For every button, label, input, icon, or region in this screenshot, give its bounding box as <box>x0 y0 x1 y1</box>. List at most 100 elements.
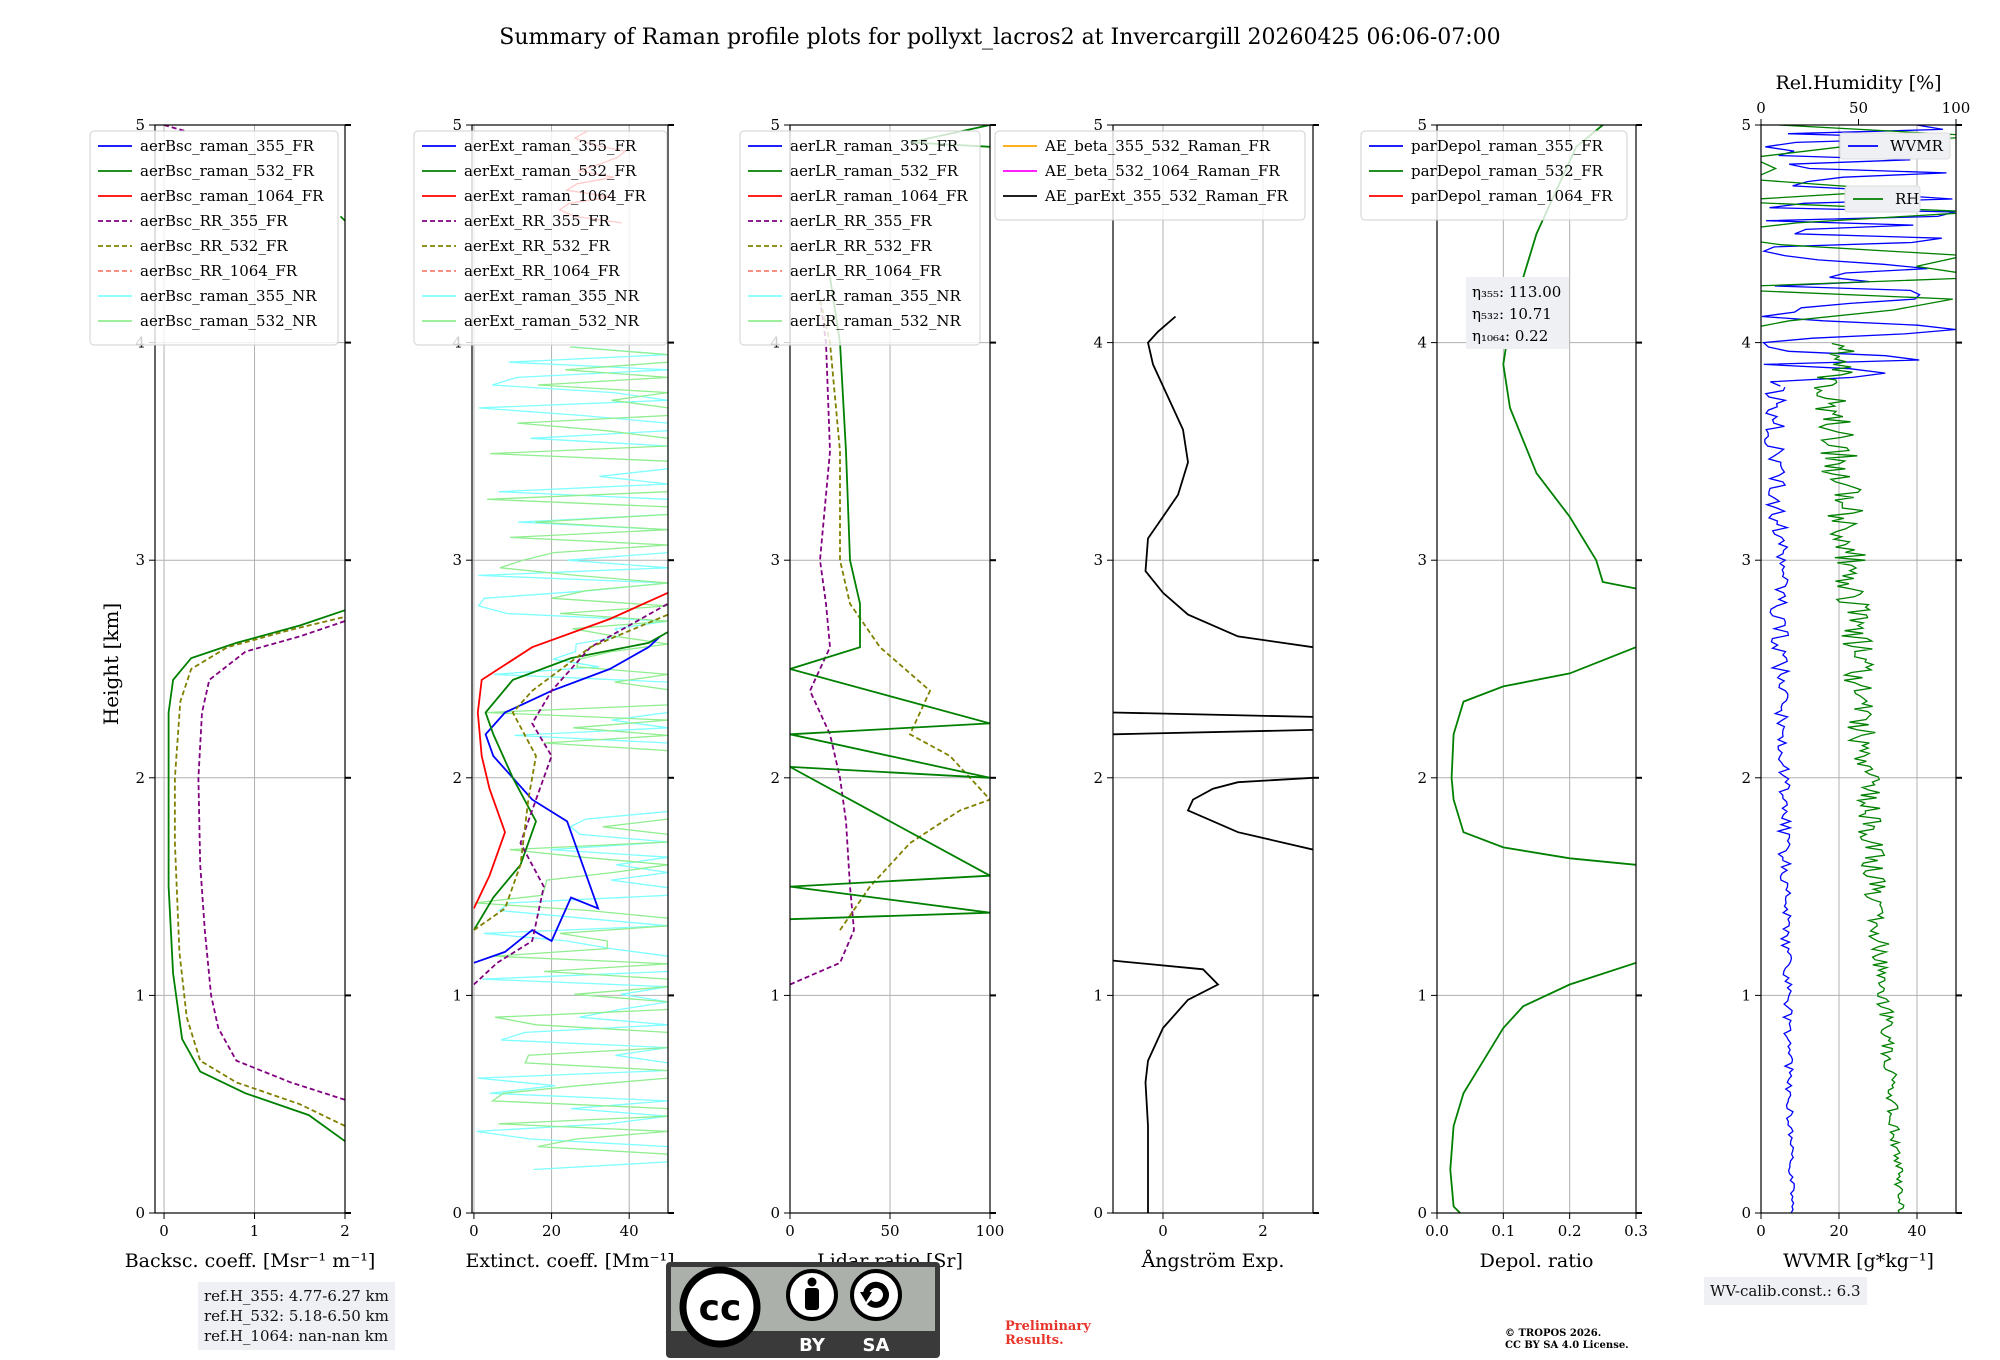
series-aerBsc_raman_532_FR <box>167 609 345 1142</box>
axes-frame <box>154 124 346 1214</box>
legend-label: aerExt_raman_1064_FR <box>464 187 646 205</box>
y-tick-label: 3 <box>135 551 145 569</box>
legend-label: AE_beta_532_1064_Raman_FR <box>1044 162 1280 180</box>
copyright-line-2: CC BY SA 4.0 License. <box>1505 1340 1629 1351</box>
x-tick-label: 0 <box>1756 1222 1766 1240</box>
legend: aerExt_raman_355_FR aerExt_raman_532_FRae… <box>413 130 668 346</box>
y-tick-label: 5 <box>135 116 145 134</box>
series-AE_segment_2 <box>1186 776 1313 851</box>
y-tick-label: 0 <box>1093 1204 1103 1222</box>
y-tick-label: 4 <box>1417 334 1427 352</box>
x-tick-label: 2 <box>1258 1222 1268 1240</box>
axes-frame <box>1112 124 1314 1214</box>
y-tick-label: 5 <box>1417 116 1427 134</box>
legend-label: RH <box>1895 190 1919 208</box>
by-label: BY <box>799 1335 826 1356</box>
legend: aerBsc_raman_355_FR aerBsc_raman_532_FRae… <box>89 130 339 346</box>
legend: parDepol_raman_355_FR parDepol_raman_532_… <box>1360 130 1628 221</box>
y-tick-label: 3 <box>1417 551 1427 569</box>
ref-height-1064: ref.H_1064: nan-nan km <box>204 1327 389 1345</box>
x-tick-label: 0 <box>469 1222 479 1240</box>
y-tick-label: 2 <box>1093 769 1103 787</box>
legend-label: aerLR_RR_355_FR <box>790 212 932 230</box>
legend-label: aerBsc_raman_1064_FR <box>140 187 324 205</box>
axes-frame <box>1436 124 1637 1214</box>
series-aerExt_RR_532_FR <box>473 613 668 931</box>
panel-depol: 0 1 2 3 4 5 0.0 0.1 0.2 0.3 Depol. ratio parDepol_r… <box>1360 116 1648 1272</box>
cc-logo-text: cc <box>699 1288 742 1329</box>
share-alike-icon <box>850 1269 902 1321</box>
x-tick-label: 0 <box>1158 1222 1168 1240</box>
preliminary-note: Preliminary Results. <box>1005 1320 1091 1348</box>
y-tick-label: 0 <box>1417 1204 1427 1222</box>
cc-logo-icon <box>679 1266 761 1348</box>
eta-value: η₅₃₂: 10.71 <box>1472 305 1552 323</box>
series-aerExt_raman_355_FR <box>473 635 661 964</box>
legend-label: aerExt_raman_355_FR <box>464 137 637 155</box>
y-tick-label: 2 <box>770 769 780 787</box>
legend-label: aerLR_RR_1064_FR <box>790 262 942 280</box>
panel-bsc: 012345012Backsc. coeff. [Msr⁻¹ m⁻¹]aerBs… <box>89 116 376 1272</box>
legend-label: parDepol_raman_1064_FR <box>1411 187 1613 205</box>
ref-height-532: ref.H_532: 5.18-6.50 km <box>204 1307 389 1325</box>
legend: WVMR <box>1839 132 1951 160</box>
legend-label: aerLR_raman_1064_FR <box>790 187 968 205</box>
legend-label: AE_beta_355_532_Raman_FR <box>1044 137 1271 155</box>
series-aerExt_raman_1064_FR <box>473 591 668 909</box>
x-tick-label: 40 <box>1907 1222 1926 1240</box>
series-WVMR_top <box>1761 125 1956 387</box>
y-tick-label: 2 <box>1741 769 1751 787</box>
x-tick-label: 0.0 <box>1425 1222 1449 1240</box>
y-tick-label: 4 <box>1741 334 1751 352</box>
series-aerBsc_RR_355_FR <box>197 620 345 1101</box>
legend-label: aerExt_RR_532_FR <box>464 237 611 255</box>
series-RH <box>1813 342 1905 1213</box>
x-tick-label: 20 <box>542 1222 561 1240</box>
series-aerExt_raman_532_FR <box>473 631 668 931</box>
series-aerExt_RR_355_FR <box>473 602 668 986</box>
series-parDepol_raman_532_FR <box>1449 961 1636 1213</box>
legend-label: parDepol_raman_532_FR <box>1411 162 1604 180</box>
x-tick-label: 50 <box>880 1222 899 1240</box>
legend-label: aerLR_raman_355_NR <box>790 287 961 305</box>
x-tick-label: 0.1 <box>1491 1222 1515 1240</box>
x-tick-label: 1 <box>250 1222 260 1240</box>
legend-label: aerExt_raman_355_NR <box>464 287 640 305</box>
series-WVMR <box>1764 386 1795 1213</box>
y-axis-label: Height [km] <box>99 603 123 725</box>
legend-label: aerBsc_raman_532_FR <box>140 162 315 180</box>
x-axis-label: WVMR [g*kg⁻¹] <box>1783 1250 1934 1272</box>
legend-label: aerLR_RR_532_FR <box>790 237 932 255</box>
legend-label: aerBsc_raman_355_NR <box>140 287 317 305</box>
x2-tick-label: 0 <box>1756 99 1766 117</box>
y-tick-label: 2 <box>452 769 462 787</box>
legend-label: WVMR <box>1890 137 1944 155</box>
y-tick-label: 3 <box>1093 551 1103 569</box>
y-tick-label: 2 <box>1417 769 1427 787</box>
legend: RH <box>1844 185 1921 213</box>
series-AE_segment_3 <box>1113 729 1313 736</box>
series-aerExt_raman_355_NR <box>476 346 668 1171</box>
panel-ext: 01234502040Extinct. coeff. [Mm⁻¹]aerExt_… <box>413 116 675 1272</box>
series-aerLR_RR_532_FR <box>819 298 990 931</box>
y-tick-label: 5 <box>770 116 780 134</box>
y-tick-label: 3 <box>1741 551 1751 569</box>
x-tick-label: 40 <box>620 1222 639 1240</box>
y-tick-label: 1 <box>770 986 780 1004</box>
y-tick-label: 1 <box>1741 986 1751 1004</box>
y-tick-label: 2 <box>135 769 145 787</box>
series-AE_segment_5 <box>1144 315 1313 649</box>
eta-value: η₃₅₅: 113.00 <box>1472 283 1561 301</box>
x-tick-label: 20 <box>1829 1222 1848 1240</box>
preliminary-line-1: Preliminary <box>1005 1319 1091 1334</box>
copyright-line-1: © TROPOS 2026. <box>1505 1328 1602 1339</box>
series-group <box>163 125 345 1142</box>
eta-value: η₁₀₆₄: 0.22 <box>1472 327 1548 345</box>
x-axis-label: Backsc. coeff. [Msr⁻¹ m⁻¹] <box>125 1250 376 1272</box>
y-tick-label: 1 <box>1093 986 1103 1004</box>
preliminary-line-2: Results. <box>1005 1333 1064 1348</box>
y-tick-label: 1 <box>1417 986 1427 1004</box>
series-group <box>1113 315 1313 1213</box>
